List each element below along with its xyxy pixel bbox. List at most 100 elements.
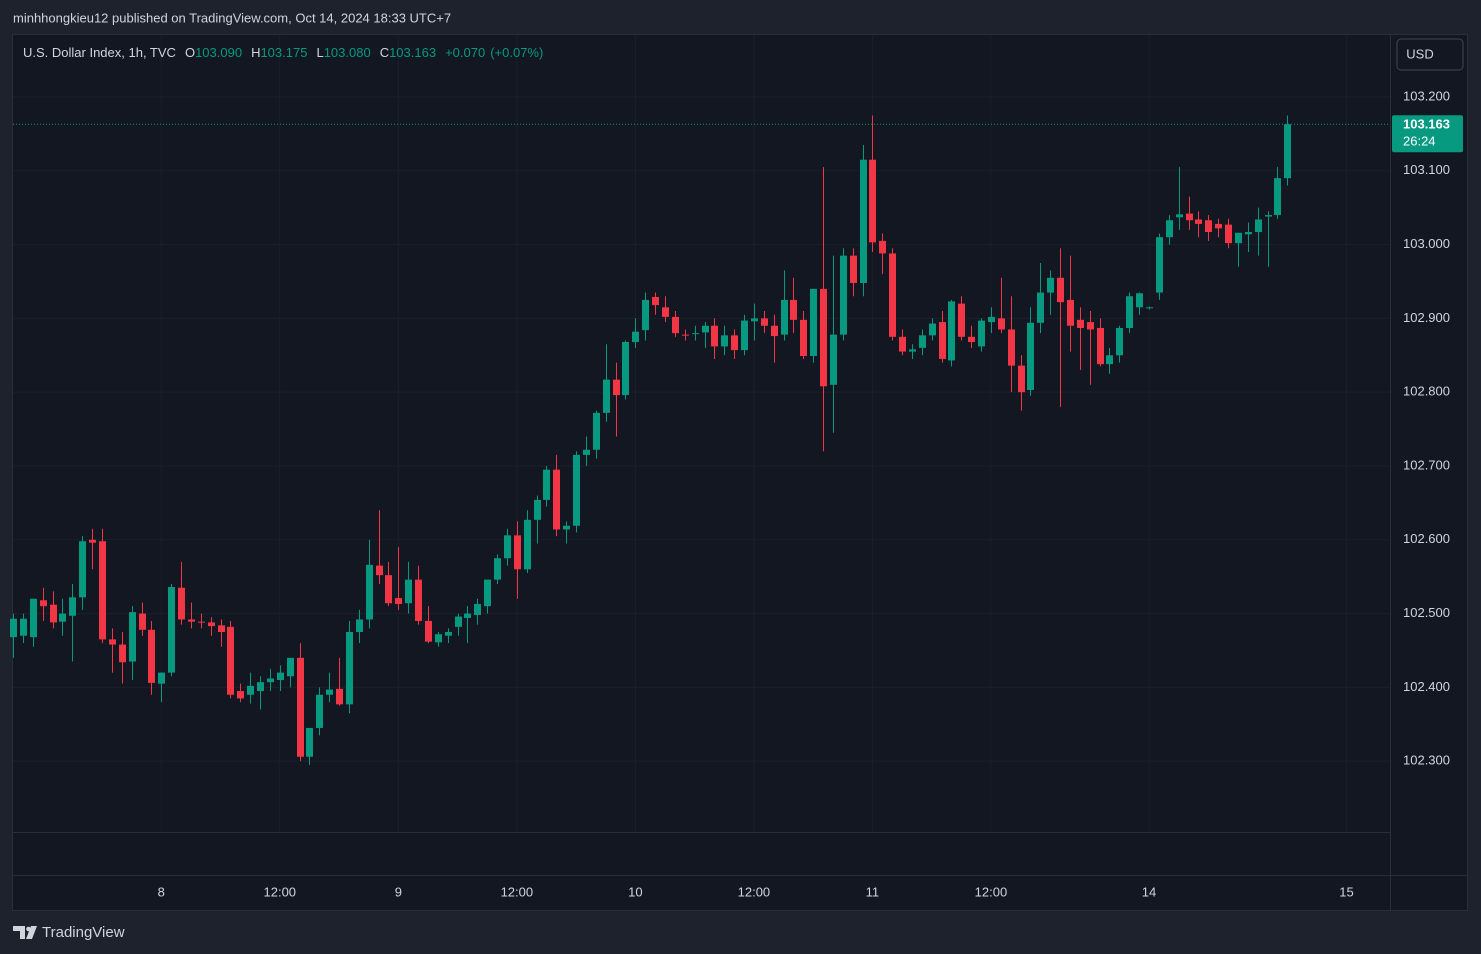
candle-body — [1116, 327, 1123, 356]
candle-body — [326, 689, 333, 695]
candle-body — [652, 296, 659, 306]
candle-body — [1225, 224, 1232, 244]
x-tick-label: 11 — [866, 884, 880, 899]
candle-body — [1027, 322, 1034, 390]
candles — [10, 115, 1390, 765]
candle-body — [79, 541, 86, 598]
candle-body — [376, 565, 383, 576]
candle-body — [692, 333, 699, 335]
currency-button[interactable] — [1396, 38, 1464, 71]
x-tick-label: 10 — [628, 884, 642, 899]
candle-body — [208, 622, 215, 627]
candle-body — [563, 525, 570, 530]
countdown-label: 26:24 — [1403, 134, 1436, 149]
candle-body — [247, 685, 254, 695]
candle-body — [474, 603, 481, 616]
candle-body — [59, 613, 66, 622]
candle-body — [1195, 219, 1202, 224]
candle-body — [1037, 292, 1044, 323]
candle-body — [583, 449, 590, 455]
candle-body — [405, 579, 412, 604]
candle-body — [218, 625, 225, 633]
candle-body — [1245, 232, 1252, 235]
candle-body — [899, 336, 906, 352]
candle-body — [741, 320, 748, 351]
candle-body — [484, 579, 491, 607]
candle-body — [20, 618, 27, 636]
candle-body — [415, 579, 422, 621]
candle-body — [711, 325, 718, 347]
candle-body — [168, 586, 175, 673]
y-tick-label: 102.500 — [1403, 605, 1450, 620]
candle-body — [257, 682, 264, 692]
candle-body — [879, 240, 886, 254]
candle-body — [455, 616, 462, 627]
candle-body — [1166, 220, 1173, 238]
legend-key: L — [316, 45, 323, 60]
candle-body — [622, 341, 629, 396]
y-tick-label: 102.600 — [1403, 531, 1450, 546]
candle-body — [129, 612, 136, 662]
last-price-badge — [1392, 115, 1463, 153]
footer-logo — [13, 926, 37, 939]
candle-body — [1136, 293, 1143, 308]
candle-body — [464, 613, 471, 618]
candle-body — [1235, 232, 1242, 244]
y-tick-label: 103.000 — [1403, 236, 1450, 251]
last-price-label: 103.163 — [1403, 117, 1450, 132]
candle-body — [1215, 223, 1222, 229]
footer-brand: TradingView — [42, 924, 125, 941]
candle-body — [158, 672, 165, 684]
candle-body — [306, 727, 313, 757]
candle-body — [346, 632, 353, 705]
x-tick-label: 14 — [1142, 884, 1156, 899]
candle-body — [316, 694, 323, 728]
y-tick-label: 102.300 — [1403, 753, 1450, 768]
y-tick-label: 103.100 — [1403, 162, 1450, 177]
candle-body — [800, 319, 807, 357]
candle-body — [1205, 220, 1212, 233]
candle-body — [613, 379, 620, 396]
y-tick-label: 102.400 — [1403, 679, 1450, 694]
candle-body — [297, 657, 304, 757]
candle-body — [889, 253, 896, 337]
candle-body — [721, 335, 728, 347]
candle-body — [30, 598, 37, 638]
candle-body — [761, 318, 768, 326]
legend-key: H — [251, 45, 260, 60]
x-tick-label: 8 — [158, 884, 165, 899]
legend-key: C — [380, 45, 389, 60]
x-tick-label: 12:00 — [975, 884, 1008, 899]
x-tick-label: 12:00 — [501, 884, 534, 899]
candle-body — [702, 325, 709, 333]
candle-body — [978, 320, 985, 347]
candle-body — [790, 299, 797, 320]
logo-mark — [13, 926, 25, 939]
candle-body — [988, 316, 995, 323]
legend-change-percent: (+0.07%) — [490, 45, 543, 60]
candle-body — [198, 621, 205, 623]
candle-body — [672, 316, 679, 334]
candle-body — [1106, 355, 1113, 365]
ohlc-legend: U.S. Dollar Index, 1h, TVC O103.090 H103.1… — [23, 45, 543, 60]
y-tick-label: 102.700 — [1403, 457, 1450, 472]
candle-body — [830, 334, 837, 385]
candle-body — [356, 619, 363, 633]
candle-body — [593, 412, 600, 450]
candle-body — [632, 331, 639, 342]
candle-body — [751, 318, 758, 322]
candle-body — [781, 299, 788, 335]
candle-body — [820, 288, 827, 387]
candle-body — [1146, 307, 1153, 309]
candle-body — [99, 541, 106, 640]
x-tick-label: 9 — [395, 884, 402, 899]
candle-body — [445, 632, 452, 636]
candle-body — [227, 626, 234, 695]
candle-body — [948, 301, 955, 361]
candle-body — [1047, 277, 1054, 293]
x-tick-label: 12:00 — [264, 884, 297, 899]
candle-body — [1156, 237, 1163, 293]
candle-body — [919, 335, 926, 348]
